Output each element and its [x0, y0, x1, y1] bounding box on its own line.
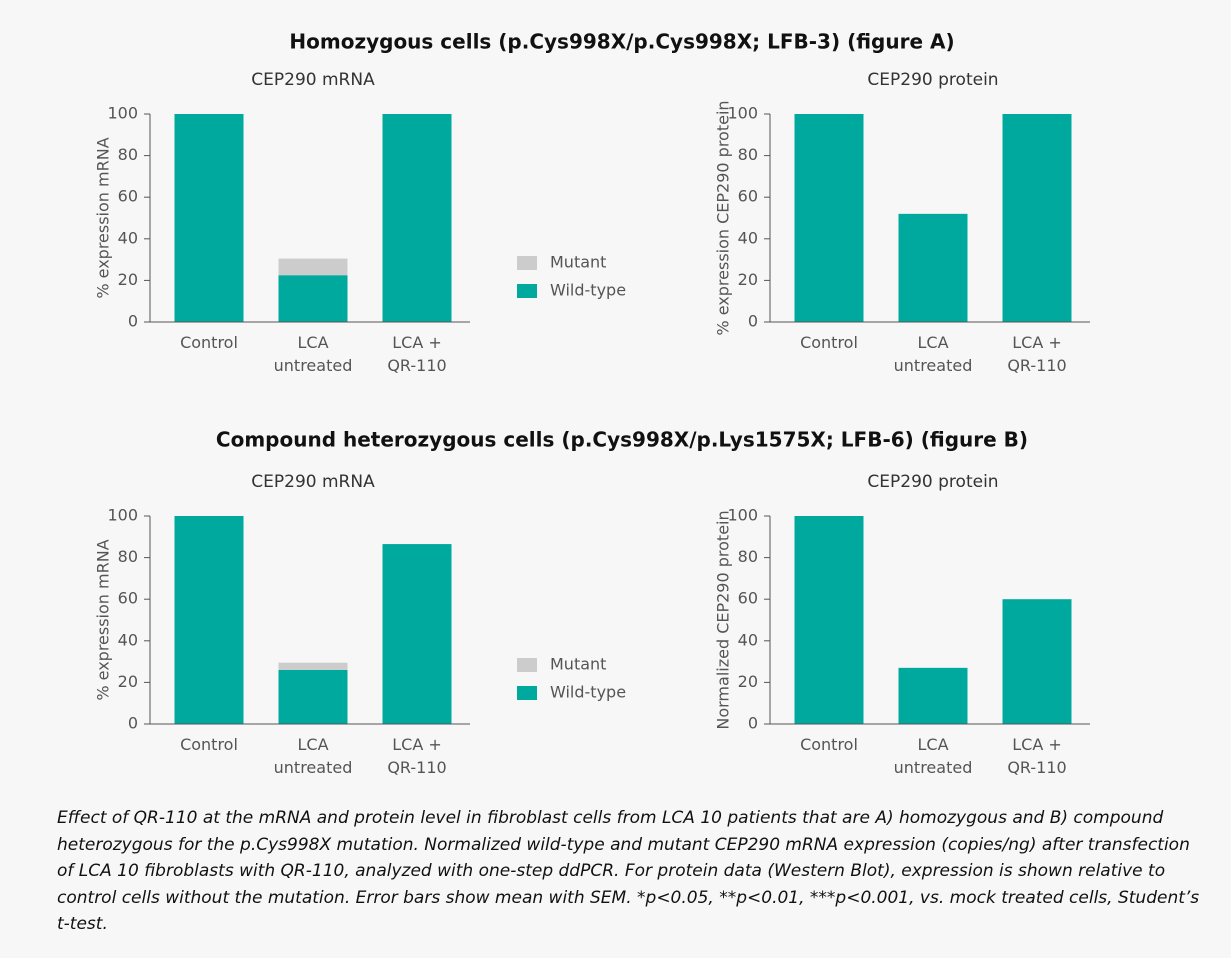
x-tick-label: LCA + QR-110 [1007, 333, 1066, 375]
y-tick-label: 0 [128, 312, 138, 331]
bar [1002, 114, 1072, 322]
y-tick-label: 40 [738, 228, 758, 247]
x-tick-label: LCA untreated [894, 735, 973, 777]
bar-segment [382, 114, 452, 322]
y-tick-label: 20 [118, 672, 138, 691]
caption: Effect of QR-110 at the mRNA and protein… [57, 808, 1200, 934]
x-tick-label: LCA untreated [894, 333, 973, 375]
bar-segment [278, 669, 348, 724]
y-tick-label: 100 [727, 104, 758, 123]
y-tick-label: 60 [118, 187, 138, 206]
y-tick-label: 0 [748, 714, 758, 733]
y-tick-label: 100 [107, 506, 138, 525]
y-tick-label: 100 [107, 104, 138, 123]
bar [794, 516, 864, 724]
legend-label: Mutant [550, 655, 606, 674]
y-tick-label: 40 [738, 630, 758, 649]
y-tick-label: 0 [128, 714, 138, 733]
x-tick-label: LCA + QR-110 [1007, 735, 1066, 777]
bar [1002, 599, 1072, 724]
legend-swatch [517, 686, 537, 700]
bar-segment [174, 114, 244, 322]
bar [794, 114, 864, 322]
y-tick-label: 60 [738, 187, 758, 206]
bar [898, 213, 968, 322]
y-axis-label: Normalized CEP290 protein [714, 510, 733, 729]
y-axis-label: % expression CEP290 protein [714, 100, 733, 335]
y-tick-label: 20 [118, 270, 138, 289]
y-tick-label: 60 [738, 589, 758, 608]
figure: Homozygous cells (p.Cys998X/p.Cys998X; L… [94, 30, 1090, 777]
chart-title: CEP290 protein [867, 70, 998, 90]
legend-swatch [517, 284, 537, 298]
x-tick-label: LCA + QR-110 [387, 333, 446, 375]
bar-segment [278, 258, 348, 276]
y-tick-label: 80 [118, 145, 138, 164]
y-tick-label: 60 [118, 589, 138, 608]
chart-title: CEP290 protein [867, 472, 998, 492]
y-tick-label: 80 [738, 145, 758, 164]
bar-segment [174, 516, 244, 724]
x-tick-label: Control [800, 735, 858, 754]
heading: Compound heterozygous cells (p.Cys998X/p… [216, 428, 1028, 452]
legend-label: Wild-type [550, 281, 626, 300]
x-tick-label: LCA untreated [274, 735, 353, 777]
x-tick-label: Control [180, 333, 238, 352]
x-tick-label: LCA untreated [274, 333, 353, 375]
legend-label: Wild-type [550, 683, 626, 702]
legend-swatch [517, 256, 537, 270]
y-tick-label: 100 [727, 506, 758, 525]
y-tick-label: 20 [738, 672, 758, 691]
y-tick-label: 40 [118, 630, 138, 649]
y-tick-label: 40 [118, 228, 138, 247]
bar-segment [278, 662, 348, 670]
chart-title: CEP290 mRNA [251, 70, 375, 90]
y-axis-label: % expression mRNA [94, 137, 113, 298]
y-tick-label: 20 [738, 270, 758, 289]
legend-swatch [517, 658, 537, 672]
bar-segment [278, 275, 348, 322]
y-axis-label: % expression mRNA [94, 539, 113, 700]
chart-title: CEP290 mRNA [251, 472, 375, 492]
y-tick-label: 0 [748, 312, 758, 331]
x-tick-label: Control [180, 735, 238, 754]
legend-label: Mutant [550, 253, 606, 272]
heading: Homozygous cells (p.Cys998X/p.Cys998X; L… [289, 30, 954, 54]
y-tick-label: 80 [118, 547, 138, 566]
bar-segment [382, 544, 452, 724]
x-tick-label: Control [800, 333, 858, 352]
y-tick-label: 80 [738, 547, 758, 566]
x-tick-label: LCA + QR-110 [387, 735, 446, 777]
bar [898, 667, 968, 724]
